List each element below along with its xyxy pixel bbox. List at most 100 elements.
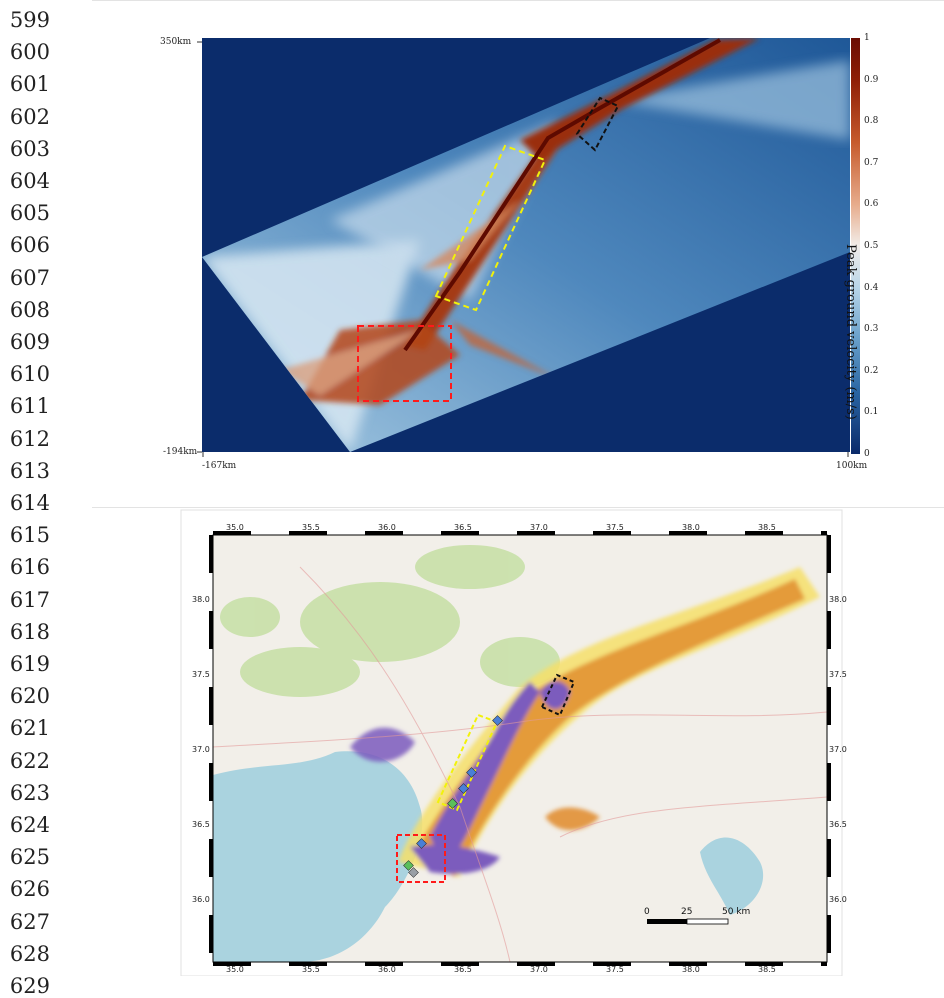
longitude-label: 35.0 [226,523,244,532]
lake [700,837,764,915]
line-number: 618 [9,619,50,644]
line-number: 600 [9,40,50,65]
line-number: 612 [9,426,50,451]
hazard-purple-northeast [540,681,570,709]
rupture-main [405,145,560,350]
latitude-label: 37.0 [829,745,847,754]
hazard-purple-south [410,845,500,874]
colorbar-tick-label: 0.2 [864,365,879,376]
frame-segment [821,531,827,535]
latitude-label: 38.0 [192,595,210,604]
frame-segment [669,962,707,966]
frame-segment [365,962,403,966]
line-number: 627 [9,909,50,934]
line-number: 608 [9,297,50,322]
latitude-label: 36.5 [192,820,210,829]
frame-segment [517,531,555,535]
longitude-label: 35.5 [302,965,320,974]
black-box [575,96,620,152]
frame-segment [289,531,327,535]
line-number: 610 [9,362,50,387]
station-markers [403,715,503,878]
line-number: 617 [9,587,50,612]
middle-rule [92,507,944,508]
longitude-label: 38.5 [758,523,776,532]
fault-trace [403,38,721,352]
longitude-label: 37.5 [606,523,624,532]
red-box [357,325,452,402]
latitude-label: 36.0 [829,895,847,904]
longitude-label: 35.5 [302,523,320,532]
line-number: 622 [9,748,50,773]
frame-segment [593,531,631,535]
colorbar-tick-label: 0.6 [864,199,879,210]
map-red-box [396,834,446,883]
line-number: 603 [9,136,50,161]
line-number: 621 [9,716,50,741]
scale-bar-white [686,918,729,925]
frame-segment [209,915,213,953]
colorbar [851,38,860,454]
rupture-southwest [300,320,460,405]
light-wedge-center [330,120,560,300]
peak-ground-velocity-figure: 350km -194km -167km 100km 1 0.9 0.8 0.7 0.6 0… [0,0,944,480]
frame-segment [827,535,831,573]
hazard-yellow [398,567,820,877]
line-number: 615 [9,523,50,548]
frame-segment [209,687,213,725]
longitude-label: 38.5 [758,965,776,974]
longitude-label: 38.0 [682,523,700,532]
frame-segment [827,687,831,725]
pgv-plot [197,38,860,457]
longitude-label: 37.5 [606,965,624,974]
streak-3 [450,320,560,380]
colorbar-tick-label: 0.9 [864,74,879,85]
hazard-patch-east [545,807,600,831]
latitude-label: 36.5 [829,820,847,829]
line-number: 604 [9,169,50,193]
frame-segment [441,531,479,535]
line-number: 599 [9,8,50,32]
frame-segment [745,531,783,535]
colorbar-title: Peak ground velocity (m/s) [843,244,858,420]
frame-segment [827,915,831,953]
longitude-label: 38.0 [682,965,700,974]
frame-segment [289,962,327,966]
frame-segment [213,962,251,966]
line-number: 628 [9,941,50,966]
frame-segment [441,962,479,966]
longitude-label: 35.0 [226,965,244,974]
longitude-label: 36.5 [454,523,472,532]
scale-zero: 0 [644,907,650,917]
yellow-box [434,144,547,312]
line-number: 606 [9,233,50,258]
line-number: 605 [9,201,50,226]
line-number: 609 [9,330,50,354]
frame-segment [209,611,213,649]
line-number: 607 [9,265,50,290]
sea [213,751,423,962]
line-number: 629 [9,974,50,998]
y-top-label: 350km [160,37,192,47]
latitude-label: 37.0 [192,745,210,754]
frame-segment [209,839,213,877]
scale-end: 50 km [722,907,751,917]
line-number: 601 [9,72,50,97]
line-number: 619 [9,652,50,676]
frame-segment [365,531,403,535]
longitude-label: 37.0 [530,965,548,974]
line-number: 602 [9,104,50,129]
line-number: 623 [9,780,50,805]
colorbar-tick-label: 0 [864,449,870,459]
shaking-map [180,509,843,976]
latitude-label: 36.0 [192,895,210,904]
line-number: 614 [9,491,50,515]
latitude-label: 37.5 [829,670,847,679]
colorbar-tick-label: 0.3 [864,324,879,335]
frame-segment [827,763,831,801]
longitude-label: 36.5 [454,965,472,974]
frame-segment [745,962,783,966]
line-number: 620 [9,684,50,709]
hazard-purple-west [350,727,415,762]
line-number: 611 [9,394,50,419]
